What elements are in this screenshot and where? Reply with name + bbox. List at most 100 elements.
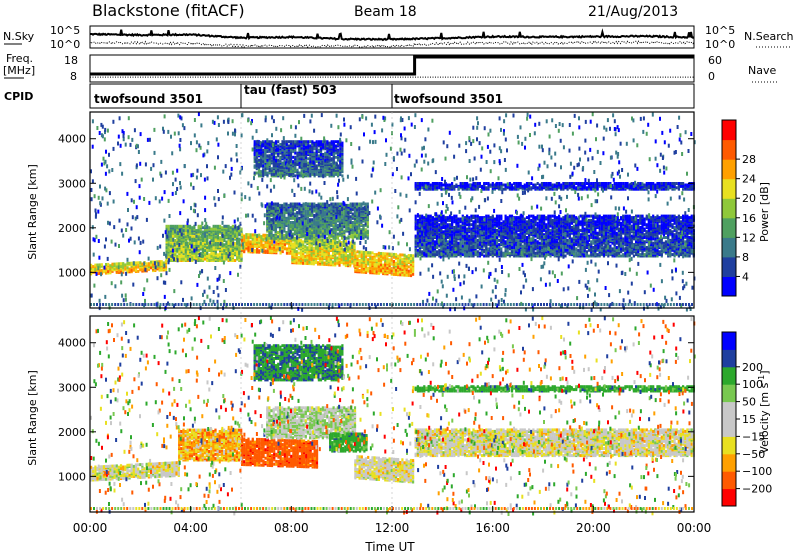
velocity-colorbar-swatch-3: [722, 436, 736, 455]
band-7: [414, 428, 695, 458]
velocity-ytick-label-2: 3000: [58, 381, 86, 394]
freq-frame: [89, 54, 695, 83]
cpid-segment-label-1: tau (fast) 503: [244, 83, 337, 97]
power-colorbar-tick-label-6: 28: [742, 153, 756, 166]
nave-tick-top: 60: [708, 54, 722, 67]
axes: 1000 2000 3000 4000 1000 2000 3000 4000 00:00 04:…: [58, 25, 712, 535]
band-8: [414, 182, 695, 191]
band-4: [354, 250, 415, 278]
cpid-segment-label-0: twofsound 3501: [94, 92, 203, 106]
nsearch-label: N.Search: [744, 30, 794, 43]
band-6: [253, 140, 344, 178]
velocity-colorbar-swatch-0: [722, 488, 736, 507]
noise-panel: [89, 28, 695, 48]
band-5: [354, 455, 415, 484]
power-colorbar-tick-label-1: 8: [742, 251, 749, 264]
xtick-label-0: 00:00: [73, 521, 108, 535]
velocity-colorbar-tick-label-6: 100: [742, 378, 763, 391]
xtick-label-4: 16:00: [475, 521, 510, 535]
xtick-label-2: 08:00: [274, 521, 309, 535]
velocity-colorbar-swatch-1: [722, 471, 736, 490]
cpid-panel: [240, 84, 393, 108]
power-colorbar-tick-label-5: 24: [742, 173, 756, 186]
power-colorbar-swatch-1: [722, 256, 736, 277]
power-colorbar-tick-label-3: 16: [742, 212, 756, 225]
velocity-colorbar-tick-label-1: −100: [742, 465, 772, 478]
velocity-colorbar-swatch-6: [722, 384, 736, 403]
velocity-ytick-label-3: 4000: [58, 337, 86, 350]
band-7: [414, 214, 695, 258]
velocity-colorbar-tick-label-4: 15: [742, 413, 756, 426]
power-colorbar-swatch-2: [722, 237, 736, 258]
freq-label-line2: [MHz]: [3, 64, 35, 77]
noise-series-0: [90, 28, 695, 42]
noise-tick-bottom-right: 10^0: [705, 38, 735, 51]
noise-series-1: [89, 40, 695, 48]
freq-label-line1: Freq.: [6, 52, 33, 65]
xtick-label-3: 12:00: [375, 521, 410, 535]
power-colorbar-swatch-6: [722, 159, 736, 180]
date-label: 21/Aug/2013: [588, 4, 678, 20]
noise-tick-bottom-left: 10^0: [50, 38, 80, 51]
power-colorbar-swatch-4: [722, 198, 736, 219]
velocity-ylabel: Slant Range [km]: [26, 370, 39, 466]
band-3: [291, 237, 356, 268]
power-colorbar-tick-label-2: 12: [742, 231, 756, 244]
figure-title: Blackstone (fitACF): [92, 1, 245, 20]
velocity-colorbar-tick-label-2: −50: [742, 448, 765, 461]
power-ytick-label-2: 3000: [58, 177, 86, 190]
noise-tick-top-right: 10^5: [705, 24, 735, 37]
velocity-colorbar-swatch-8: [722, 349, 736, 368]
power-ytick-label-0: 1000: [58, 266, 86, 279]
power-colorbar-frame: [721, 119, 737, 297]
band-0: [90, 461, 180, 482]
power-ylabel: Slant Range [km]: [26, 164, 39, 260]
xtick-label-6: 00:00: [677, 521, 712, 535]
velocity-ytick-label-1: 2000: [58, 426, 86, 439]
velocity-colorbar-tick-label-7: 200: [742, 361, 763, 374]
velocity-colorbar-tick-label-3: −15: [742, 430, 765, 443]
noise-frame: [89, 25, 695, 49]
noise-tick-top-left: 10^5: [50, 24, 80, 37]
nave-tick-bottom: 0: [708, 70, 715, 83]
xtick-label-1: 04:00: [173, 521, 208, 535]
colorbars: 4 8 12 16 20 24 28 −200 −100 −50 −15 15 50 100 200: [721, 119, 772, 507]
power-ytick-label-1: 2000: [58, 222, 86, 235]
velocity-colorbar-tick-label-5: 50: [742, 396, 756, 409]
band-2: [241, 437, 319, 469]
x-axis-label: Time UT: [364, 540, 415, 554]
nsky-label: N.Sky: [3, 30, 35, 43]
power-colorbar-tick-label-0: 4: [742, 270, 749, 283]
power-colorbar-tick-label-4: 20: [742, 192, 756, 205]
cpid-segment-label-2: twofsound 3501: [394, 92, 503, 106]
velocity-colorbar-label: Velocity [m s-1]: [757, 370, 771, 453]
xtick-label-5: 20:00: [576, 521, 611, 535]
velocity-colorbar-swatch-7: [722, 366, 736, 385]
velocity-colorbar-swatch-5: [722, 401, 736, 420]
freq-series: [90, 55, 694, 76]
power-colorbar-swatch-5: [722, 178, 736, 199]
scatter-noise: [90, 316, 696, 516]
scatter-noise: [90, 112, 696, 312]
freq-tick-top: 18: [64, 54, 78, 67]
cpid-frame: [89, 83, 695, 109]
velocity-colorbar-swatch-9: [722, 332, 736, 350]
band-8: [414, 385, 695, 393]
power-colorbar-swatch-3: [722, 217, 736, 238]
power-colorbar-swatch-7: [722, 139, 736, 160]
cpid-label: CPID: [4, 90, 33, 103]
velocity-colorbar-tick-label-0: −200: [742, 483, 772, 496]
velocity-colorbar-swatch-2: [722, 453, 736, 472]
power-colorbar-swatch-0: [722, 276, 736, 297]
power-ytick-label-3: 4000: [58, 133, 86, 146]
velocity-ytick-label-0: 1000: [58, 470, 86, 483]
band-1: [178, 428, 243, 462]
power-colorbar-swatch-8: [722, 120, 736, 141]
velocity-colorbar-swatch-4: [722, 419, 736, 437]
beam-label: Beam 18: [354, 4, 417, 20]
nave-label: Nave: [748, 64, 776, 77]
velocity-panel: [90, 316, 696, 516]
freq-tick-bottom: 8: [70, 70, 77, 83]
power-panel: [90, 112, 696, 312]
